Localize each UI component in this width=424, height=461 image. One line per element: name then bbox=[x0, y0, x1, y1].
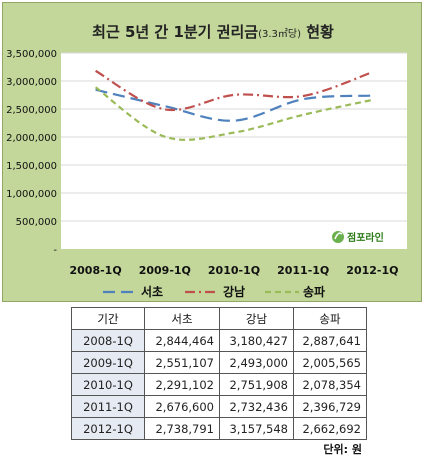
logo-text: 점포라인 bbox=[347, 231, 384, 244]
y-tick-label: 1,000,000 bbox=[6, 189, 57, 200]
legend-label: 강남 bbox=[223, 284, 245, 299]
value-cell: 2,551,107 bbox=[144, 351, 220, 374]
y-tick-label: 500,000 bbox=[16, 217, 57, 228]
value-cell: 2,005,565 bbox=[293, 351, 367, 374]
value-cell: 2,291,102 bbox=[144, 373, 220, 396]
y-axis-ticks: 3,500,000 3,000,000 2,500,000 2,000,000 1,50… bbox=[6, 49, 57, 256]
header-period: 기간 bbox=[71, 307, 145, 330]
chart-title: 최근 5년 간 1분기 권리금(3.3㎡당) 현황 bbox=[92, 23, 334, 41]
period-cell: 2008-1Q bbox=[71, 329, 145, 352]
period-cell: 2010-1Q bbox=[71, 373, 145, 396]
value-cell: 2,751,908 bbox=[219, 373, 294, 396]
legend-label: 송파 bbox=[303, 284, 325, 299]
header-gangnam: 강남 bbox=[219, 307, 294, 330]
series-lines bbox=[94, 69, 373, 141]
chart-panel: 최근 5년 간 1분기 권리금(3.3㎡당) 현황 3,500,000 3,000… bbox=[2, 2, 422, 302]
period-cell: 2009-1Q bbox=[71, 351, 145, 374]
legend: 서초 강남 송파 bbox=[103, 284, 325, 299]
x-axis-ticks: 2008-1Q 2009-1Q 2010-1Q 2011-1Q 2012-1Q bbox=[70, 264, 399, 277]
table-header-row: 기간 서초 강남 송파 bbox=[71, 307, 367, 330]
y-tick-label: 2,500,000 bbox=[6, 105, 57, 116]
table-row: 2011-1Q 2,676,600 2,732,436 2,396,729 bbox=[71, 395, 367, 418]
period-cell: 2012-1Q bbox=[71, 417, 145, 440]
x-tick-label: 2011-1Q bbox=[277, 264, 329, 277]
x-tick-label: 2008-1Q bbox=[70, 264, 122, 277]
value-cell: 3,157,548 bbox=[219, 417, 294, 440]
x-tick-label: 2010-1Q bbox=[208, 264, 260, 277]
y-tick-label: 3,000,000 bbox=[6, 77, 57, 88]
value-cell: 2,844,464 bbox=[144, 329, 220, 352]
series-line-송파 bbox=[94, 86, 373, 141]
value-cell: 2,732,436 bbox=[219, 395, 294, 418]
value-cell: 2,396,729 bbox=[293, 395, 367, 418]
x-tick-label: 2012-1Q bbox=[346, 264, 398, 277]
legend-label: 서초 bbox=[141, 284, 163, 299]
series-line-강남 bbox=[95, 69, 373, 112]
value-cell: 2,887,641 bbox=[293, 329, 367, 352]
table-row: 2008-1Q 2,844,464 3,180,427 2,887,641 bbox=[71, 329, 367, 352]
y-tick-label: 3,500,000 bbox=[6, 49, 57, 60]
data-table: 기간 서초 강남 송파 2008-1Q 2,844,464 3,180,427 … bbox=[71, 307, 367, 440]
leaf-icon bbox=[332, 231, 344, 243]
value-cell: 2,738,791 bbox=[144, 417, 220, 440]
table-row: 2012-1Q 2,738,791 3,157,548 2,662,692 bbox=[71, 417, 367, 440]
table-row: 2010-1Q 2,291,102 2,751,908 2,078,354 bbox=[71, 373, 367, 396]
value-cell: 3,180,427 bbox=[219, 329, 294, 352]
value-cell: 2,662,692 bbox=[293, 417, 367, 440]
value-cell: 2,493,000 bbox=[219, 351, 294, 374]
unit-note: 단위: 원 bbox=[323, 443, 362, 456]
header-seocho: 서초 bbox=[144, 307, 220, 330]
x-tick-label: 2009-1Q bbox=[139, 264, 191, 277]
header-songpa: 송파 bbox=[293, 307, 367, 330]
grid-lines bbox=[61, 52, 407, 222]
logo: 점포라인 bbox=[332, 231, 384, 244]
value-cell: 2,676,600 bbox=[144, 395, 220, 418]
table-row: 2009-1Q 2,551,107 2,493,000 2,005,565 bbox=[71, 351, 367, 374]
line-chart: 최근 5년 간 1분기 권리금(3.3㎡당) 현황 3,500,000 3,000… bbox=[6, 23, 407, 299]
y-tick-label: 2,000,000 bbox=[6, 133, 57, 144]
period-cell: 2011-1Q bbox=[71, 395, 145, 418]
value-cell: 2,078,354 bbox=[293, 373, 367, 396]
y-tick-label: 1,500,000 bbox=[6, 161, 57, 172]
y-tick-label: - bbox=[53, 245, 57, 256]
